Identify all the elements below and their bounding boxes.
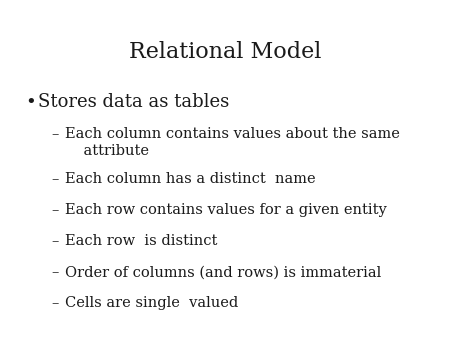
Text: Each row contains values for a given entity: Each row contains values for a given ent…: [65, 203, 387, 217]
Text: Relational Model: Relational Model: [129, 41, 321, 63]
Text: –: –: [52, 265, 59, 279]
Text: –: –: [52, 172, 59, 186]
Text: –: –: [52, 234, 59, 248]
Text: •: •: [25, 93, 36, 111]
Text: –: –: [52, 127, 59, 141]
Text: Each column has a distinct  name: Each column has a distinct name: [65, 172, 316, 186]
Text: –: –: [52, 296, 59, 310]
Text: Order of columns (and rows) is immaterial: Order of columns (and rows) is immateria…: [65, 265, 382, 279]
Text: Each row  is distinct: Each row is distinct: [65, 234, 218, 248]
Text: Stores data as tables: Stores data as tables: [38, 93, 230, 111]
Text: Each column contains values about the same
    attribute: Each column contains values about the sa…: [65, 127, 400, 158]
Text: Cells are single  valued: Cells are single valued: [65, 296, 238, 310]
Text: –: –: [52, 203, 59, 217]
